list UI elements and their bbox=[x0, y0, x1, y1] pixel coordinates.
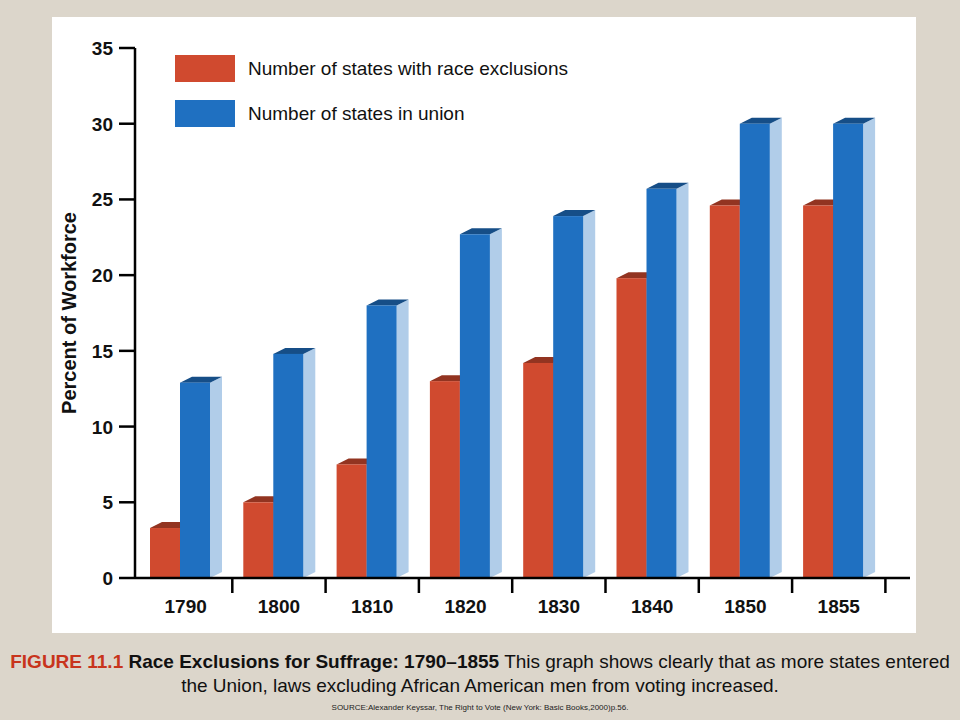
y-tick bbox=[119, 501, 135, 504]
bar-front bbox=[460, 234, 490, 578]
bar-front bbox=[617, 278, 647, 578]
bar-front bbox=[273, 354, 303, 578]
caption-block: FIGURE 11.1 Race Exclusions for Suffrage… bbox=[8, 650, 952, 698]
x-tick-label: 1790 bbox=[165, 596, 207, 617]
bar-top bbox=[553, 210, 595, 216]
bar-front bbox=[803, 205, 833, 578]
bar bbox=[740, 118, 782, 578]
x-separator bbox=[231, 578, 234, 593]
x-separator bbox=[511, 578, 514, 593]
x-separator bbox=[324, 578, 327, 593]
y-tick bbox=[119, 274, 135, 277]
bars bbox=[150, 118, 875, 578]
bar-side bbox=[770, 118, 782, 578]
bar-front bbox=[553, 216, 583, 578]
y-tick-label: 15 bbox=[92, 341, 114, 362]
bar-top bbox=[180, 377, 222, 383]
bar-front bbox=[180, 383, 210, 578]
bar-top bbox=[367, 299, 409, 305]
bar-side bbox=[490, 228, 502, 578]
legend-label: Number of states in union bbox=[248, 103, 465, 124]
bar-side bbox=[303, 348, 315, 578]
x-separator bbox=[791, 578, 794, 593]
y-tick-label: 10 bbox=[92, 417, 113, 438]
x-tick-label: 1830 bbox=[538, 596, 580, 617]
bar-side bbox=[583, 210, 595, 578]
bar-top bbox=[460, 228, 502, 234]
bar-front bbox=[740, 124, 770, 578]
bar-front bbox=[710, 205, 740, 578]
title: Race Exclusions for Suffrage: 1790–1855 bbox=[129, 651, 500, 672]
bar-front bbox=[150, 528, 180, 578]
figure-label: FIGURE 11.1 bbox=[10, 651, 123, 672]
y-tick-label: 20 bbox=[92, 265, 113, 286]
bar-side bbox=[863, 118, 875, 578]
y-axis-title: Percent of Workforce bbox=[58, 212, 80, 414]
y-tick-label: 35 bbox=[92, 38, 114, 59]
bar-front bbox=[523, 363, 553, 578]
bar bbox=[647, 183, 689, 578]
bar-front bbox=[430, 381, 460, 578]
bar-front bbox=[647, 189, 677, 578]
y-axis-line bbox=[134, 48, 137, 578]
bar-side bbox=[677, 183, 689, 578]
bar-side bbox=[210, 377, 222, 578]
bar-top bbox=[833, 118, 875, 124]
bar-front bbox=[833, 124, 863, 578]
bar-front bbox=[367, 305, 397, 578]
y-tick bbox=[119, 577, 135, 580]
x-separator bbox=[884, 578, 887, 593]
bar-front bbox=[243, 502, 273, 578]
bar-side bbox=[397, 299, 409, 578]
y-tick bbox=[119, 47, 135, 50]
y-tick bbox=[119, 350, 135, 353]
y-tick-label: 5 bbox=[102, 492, 113, 513]
bar bbox=[180, 377, 222, 578]
legend-swatch bbox=[175, 100, 235, 127]
bar-top bbox=[273, 348, 315, 354]
bar bbox=[833, 118, 875, 578]
bar bbox=[367, 299, 409, 578]
x-tick-label: 1800 bbox=[258, 596, 300, 617]
x-tick-label: 1820 bbox=[444, 596, 486, 617]
source-note: SOURCE:Alexander Keyssar, The Right to V… bbox=[0, 703, 960, 712]
bar-top bbox=[740, 118, 782, 124]
x-axis-line bbox=[135, 577, 910, 580]
bar bbox=[460, 228, 502, 578]
x-tick-label: 1855 bbox=[818, 596, 861, 617]
y-tick-label: 25 bbox=[92, 189, 114, 210]
x-tick-label: 1840 bbox=[631, 596, 673, 617]
bar bbox=[273, 348, 315, 578]
y-tick bbox=[119, 425, 135, 428]
y-tick-label: 30 bbox=[92, 114, 113, 135]
bar bbox=[553, 210, 595, 578]
y-tick-label: 0 bbox=[102, 568, 113, 589]
y-tick bbox=[119, 122, 135, 125]
bar-top bbox=[647, 183, 689, 189]
bar-front bbox=[337, 464, 367, 578]
legend-label: Number of states with race exclusions bbox=[248, 58, 568, 79]
x-tick-label: 1810 bbox=[351, 596, 393, 617]
x-separator bbox=[418, 578, 421, 593]
x-separator bbox=[604, 578, 607, 593]
y-tick bbox=[119, 198, 135, 201]
x-separator bbox=[698, 578, 701, 593]
chart: 0 5 10 15 20 25 30 35 Percent of Workforce 1790 18… bbox=[0, 0, 960, 720]
x-tick-label: 1850 bbox=[724, 596, 766, 617]
legend-swatch bbox=[175, 55, 235, 82]
